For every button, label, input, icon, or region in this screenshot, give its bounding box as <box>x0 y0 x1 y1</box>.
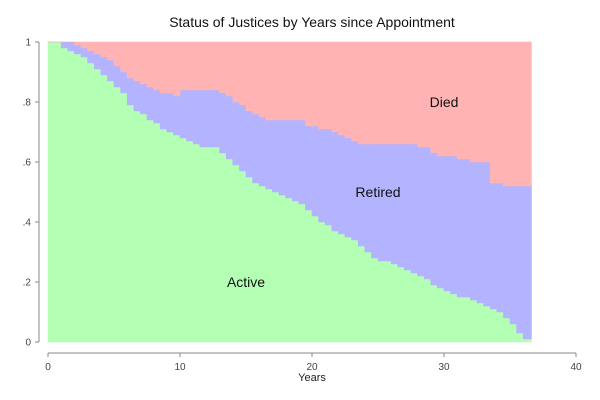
x-tick-label: 40 <box>570 362 582 373</box>
region-labels: Active Retired Died <box>227 94 458 290</box>
series-area-died <box>48 41 532 187</box>
y-axis: 0 .2 .4 .6 .8 1 <box>23 38 40 349</box>
x-tick-label: 0 <box>45 362 51 373</box>
region-label-active: Active <box>227 274 265 290</box>
plot-area <box>47 41 532 343</box>
y-tick-label: 1 <box>25 38 31 49</box>
chart-title: Status of Justices by Years since Appoin… <box>169 14 455 30</box>
y-tick-label: 0 <box>25 338 31 349</box>
y-tick-label: .4 <box>23 218 32 229</box>
region-label-died: Died <box>430 94 459 110</box>
y-tick-label: .8 <box>23 98 32 109</box>
x-tick-label: 30 <box>438 362 450 373</box>
x-axis: 0 10 20 30 40 <box>45 352 582 373</box>
x-axis-title: Years <box>298 372 326 384</box>
region-label-retired: Retired <box>355 184 400 200</box>
y-tick-label: .6 <box>23 158 32 169</box>
x-tick-label: 20 <box>306 362 318 373</box>
x-tick-label: 10 <box>174 362 186 373</box>
y-tick-label: .2 <box>23 278 32 289</box>
